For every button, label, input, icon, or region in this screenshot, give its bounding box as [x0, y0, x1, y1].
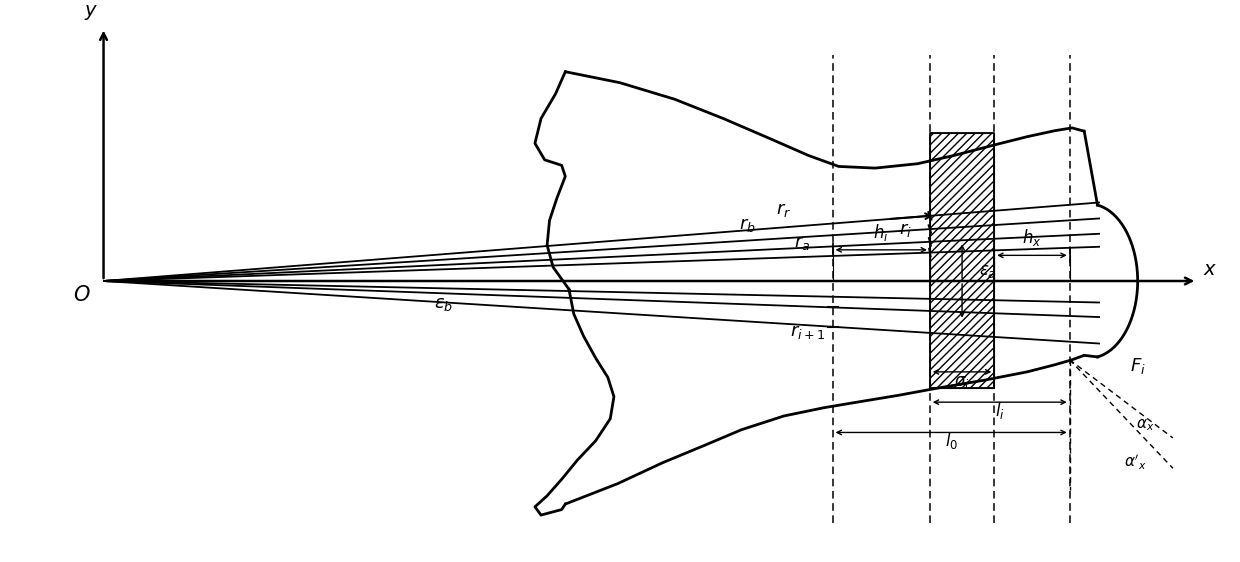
Text: $O$: $O$	[73, 285, 91, 305]
Text: $F_i$: $F_i$	[1131, 356, 1146, 376]
Text: $r_i$: $r_i$	[899, 221, 911, 239]
Text: $r_b$: $r_b$	[739, 216, 756, 234]
Text: $r_{i+1}$: $r_{i+1}$	[790, 323, 826, 341]
Text: $l_i$: $l_i$	[994, 400, 1004, 421]
Text: $l_0$: $l_0$	[945, 430, 957, 451]
Text: $\alpha'_x$: $\alpha'_x$	[1125, 452, 1147, 472]
Text: $h_i$: $h_i$	[873, 222, 889, 243]
Text: $\alpha_x$: $\alpha_x$	[1136, 418, 1154, 433]
Text: $r_r$: $r_r$	[776, 201, 791, 219]
Text: $x$: $x$	[1203, 261, 1218, 279]
Text: $h_x$: $h_x$	[1022, 227, 1042, 248]
Text: $\sigma_i$: $\sigma_i$	[955, 374, 970, 391]
Text: $\varepsilon_a$: $\varepsilon_a$	[980, 264, 997, 280]
Text: $r_a$: $r_a$	[794, 234, 811, 252]
Text: $y$: $y$	[84, 3, 98, 22]
Text: $\varepsilon_b$: $\varepsilon_b$	[434, 294, 454, 313]
